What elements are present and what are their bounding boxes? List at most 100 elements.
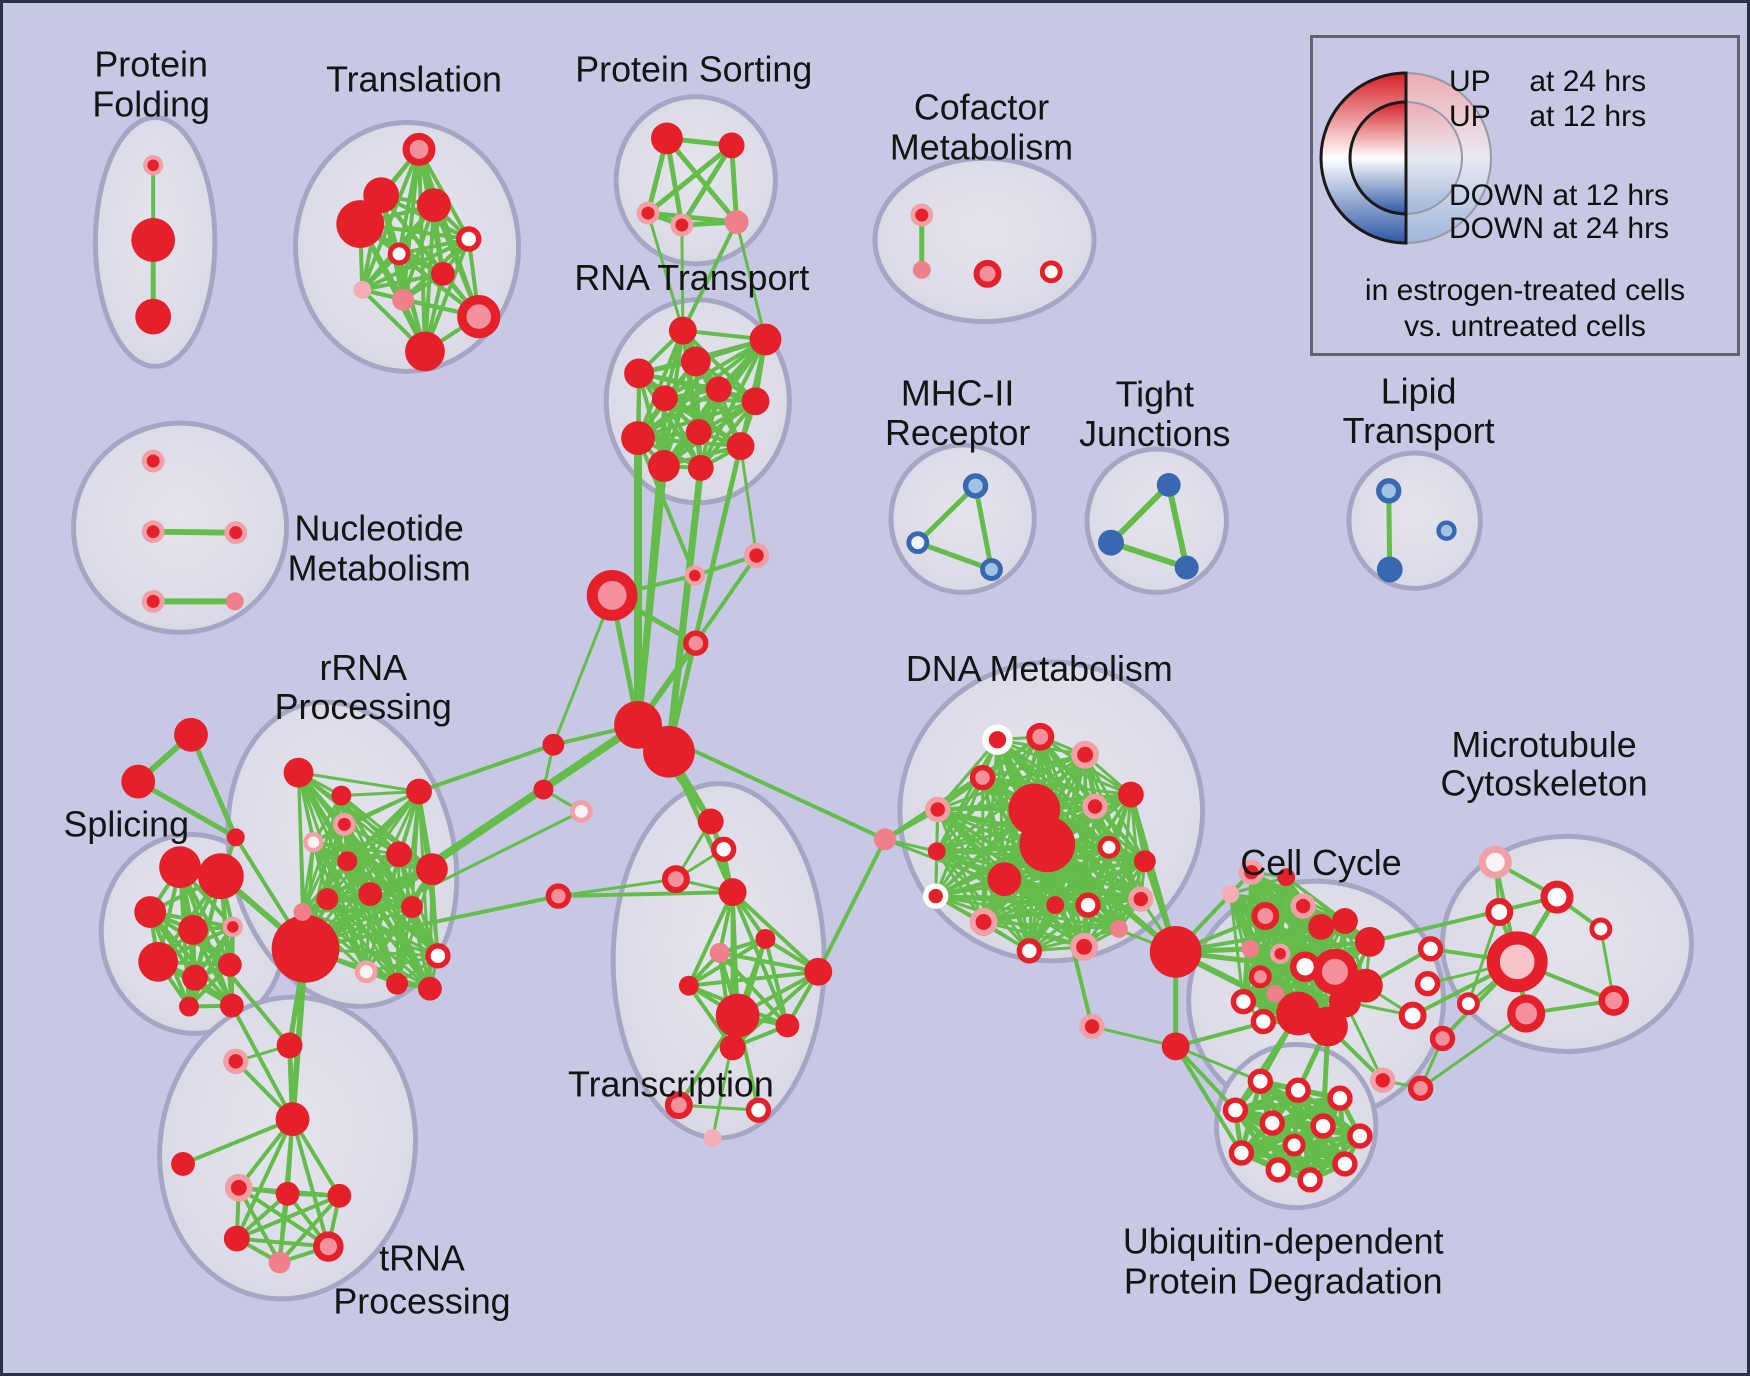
network-node-77: [337, 851, 358, 872]
cluster-label-lipid-transport: Lipid: [1381, 371, 1457, 411]
network-node-127: [969, 908, 998, 936]
cluster-label-microtubule-cytoskeleton: Microtubule: [1451, 725, 1636, 765]
network-edge: [698, 399, 758, 470]
network-edge: [730, 890, 821, 974]
network-node-60: [226, 828, 245, 847]
network-node-18: [724, 210, 749, 234]
network-node-129: [1075, 892, 1101, 918]
network-node-124: [1117, 781, 1144, 808]
network-node-42: [651, 385, 678, 412]
network-edge: [229, 1003, 295, 1122]
legend-node-glyph: [1319, 71, 1492, 245]
network-edge: [680, 223, 685, 333]
network-node-112: [703, 1129, 722, 1147]
network-node-24: [906, 531, 930, 555]
network-node-41: [705, 376, 732, 403]
network-node-71: [271, 915, 340, 983]
network-edge: [325, 897, 432, 991]
network-node-167: [1507, 994, 1546, 1033]
network-node-151: [1250, 1008, 1276, 1035]
network-node-109: [719, 1034, 746, 1061]
network-edge: [551, 593, 614, 747]
network-edge: [882, 734, 1043, 842]
network-edge: [1228, 892, 1265, 1024]
network-edge: [277, 1193, 342, 1265]
cluster-label-mhc-ii-receptor: Receptor: [885, 413, 1030, 453]
cluster-label-ubiquitin-degradation: Protein Degradation: [1124, 1261, 1443, 1301]
network-node-154: [1398, 1001, 1427, 1030]
network-edge: [717, 950, 821, 974]
network-node-128: [1046, 896, 1065, 915]
network-node-161: [1277, 868, 1296, 887]
network-edge: [973, 483, 994, 573]
network-edge: [1044, 841, 1179, 955]
network-edge: [717, 950, 790, 1028]
network-node-57: [569, 800, 593, 823]
network-node-84: [293, 903, 312, 921]
network-node-14: [650, 122, 683, 155]
network-edge: [422, 236, 471, 354]
network-edge: [1249, 870, 1323, 929]
network-node-46: [726, 432, 755, 460]
network-edge: [1284, 875, 1372, 944]
network-node-99: [710, 836, 737, 862]
network-node-75: [332, 812, 356, 836]
network-edge: [297, 771, 305, 914]
network-node-56: [533, 779, 554, 800]
network-node-61: [159, 846, 201, 889]
network-node-91: [275, 1181, 300, 1206]
network-node-114: [982, 724, 1013, 756]
network-edge: [135, 779, 239, 840]
network-edge: [934, 845, 1111, 898]
network-node-160: [1238, 859, 1265, 885]
network-edge: [982, 859, 1147, 924]
network-node-54: [643, 725, 695, 778]
network-node-133: [1016, 938, 1043, 964]
legend-direction: UP: [1449, 100, 1491, 133]
network-node-145: [1270, 943, 1291, 964]
network-edge: [666, 443, 744, 755]
legend-direction: UP: [1449, 65, 1491, 98]
cluster-label-tight-junctions: Junctions: [1079, 414, 1230, 454]
network-node-45: [685, 419, 712, 446]
network-node-98: [697, 808, 724, 835]
cluster-ellipse-lipid-transport: [1346, 450, 1483, 591]
network-node-155: [1429, 1025, 1456, 1052]
network-node-137: [1251, 902, 1280, 930]
network-node-15: [718, 132, 745, 159]
network-node-162: [1221, 885, 1240, 904]
network-node-28: [1174, 555, 1199, 580]
network-node-34: [224, 521, 248, 545]
network-node-0: [143, 155, 164, 176]
legend-direction: DOWN: [1449, 212, 1544, 245]
network-node-121: [1019, 816, 1076, 873]
network-edge: [181, 1117, 295, 1166]
network-node-73: [331, 785, 352, 806]
network-edge: [339, 794, 434, 871]
network-edge: [1284, 875, 1300, 1016]
network-edge: [325, 897, 440, 958]
network-node-125: [1097, 835, 1121, 859]
network-node-20: [912, 260, 931, 279]
network-node-62: [197, 853, 244, 900]
network-node-69: [219, 993, 244, 1018]
network-node-93: [223, 1225, 250, 1252]
network-node-156: [1370, 1067, 1396, 1093]
network-node-83: [316, 888, 339, 911]
network-node-82: [425, 943, 451, 969]
network-edge: [664, 135, 740, 225]
network-node-26: [1156, 472, 1181, 497]
network-node-66: [138, 941, 179, 982]
cluster-label-splicing: Splicing: [64, 804, 189, 844]
network-edge: [1367, 895, 1560, 944]
network-node-50: [684, 565, 705, 586]
network-node-2: [135, 298, 172, 335]
network-node-165: [1485, 898, 1514, 926]
network-node-23: [962, 473, 989, 499]
network-node-146: [1241, 939, 1260, 958]
network-edge: [187, 924, 235, 1009]
network-edge: [686, 969, 821, 988]
network-node-174: [1222, 1097, 1249, 1123]
network-node-116: [1071, 740, 1100, 769]
